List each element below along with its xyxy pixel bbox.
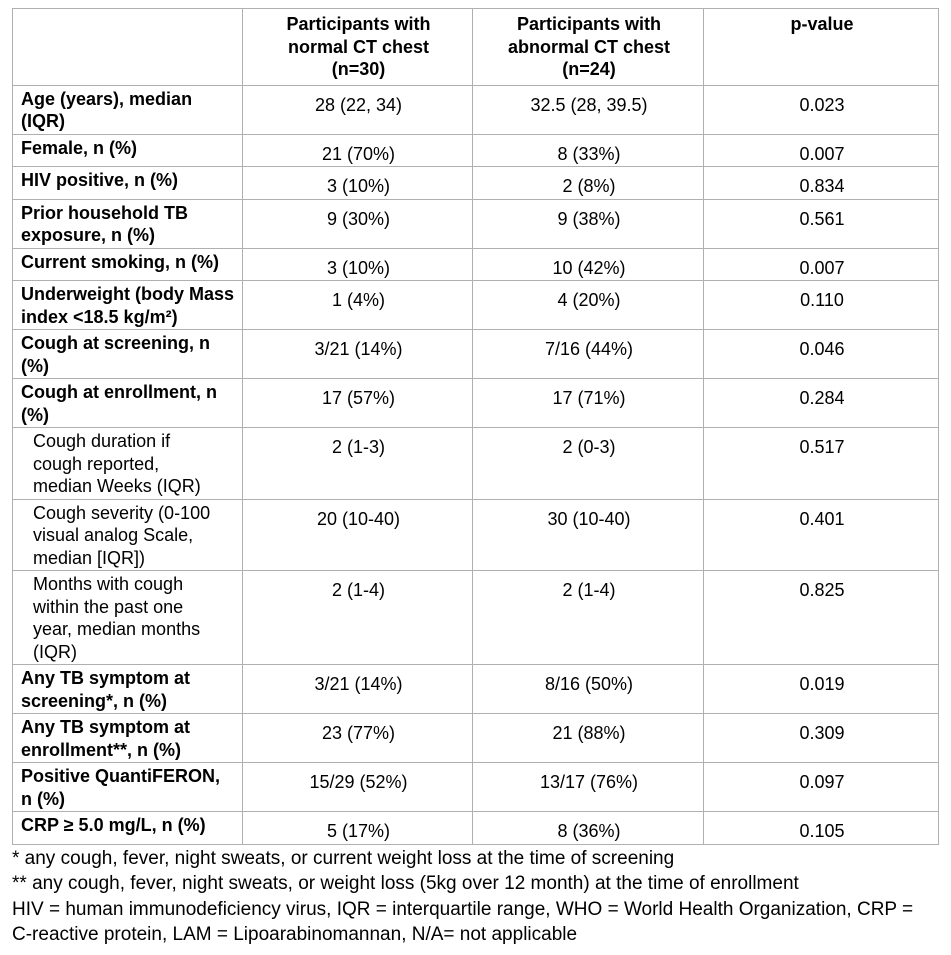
cell-value: 8/16 (50%) — [472, 664, 704, 714]
table-row: Cough severity (0-100 visual analog Scal… — [12, 498, 939, 571]
table-row: Months with cough within the past one ye… — [12, 570, 939, 665]
cell-value: 2 (8%) — [472, 166, 704, 200]
cell-value: 0.309 — [703, 713, 939, 763]
cell-value: 7/16 (44%) — [472, 329, 704, 379]
cell-value: 0.825 — [703, 570, 939, 665]
row-label: Any TB symptom at enrollment**, n (%) — [12, 713, 243, 763]
cell-value: 3 (10%) — [242, 166, 473, 200]
row-label: Positive QuantiFERON, n (%) — [12, 762, 243, 812]
cell-value: 8 (36%) — [472, 811, 704, 845]
cell-value: 13/17 (76%) — [472, 762, 704, 812]
table-row: Cough duration if cough reported, median… — [12, 427, 939, 500]
header-cell — [12, 8, 243, 86]
header-cell: p-value — [703, 8, 939, 86]
row-label: Age (years), median (IQR) — [12, 84, 243, 135]
document: Participants with normal CT chest (n=30)… — [12, 8, 939, 948]
row-label: Cough duration if cough reported, median… — [12, 427, 243, 500]
row-label: Current smoking, n (%) — [12, 247, 243, 281]
cell-value: 3/21 (14%) — [242, 329, 473, 379]
table-row: HIV positive, n (%) 3 (10%) 2 (8%) 0.834 — [12, 166, 939, 200]
cell-value: 3 (10%) — [242, 247, 473, 281]
cell-value: 0.517 — [703, 427, 939, 500]
table-row: Female, n (%) 21 (70%) 8 (33%) 0.007 — [12, 133, 939, 167]
cell-value: 21 (88%) — [472, 713, 704, 763]
cell-value: 30 (10-40) — [472, 498, 704, 571]
cell-value: 17 (71%) — [472, 378, 704, 428]
cell-value: 2 (1-4) — [472, 570, 704, 665]
results-table: Participants with normal CT chest (n=30)… — [12, 8, 939, 845]
table-row: CRP ≥ 5.0 mg/L, n (%) 5 (17%) 8 (36%) 0.105 — [12, 811, 939, 845]
cell-value: 10 (42%) — [472, 247, 704, 281]
row-label: CRP ≥ 5.0 mg/L, n (%) — [12, 811, 243, 845]
cell-value: 28 (22, 34) — [242, 84, 473, 135]
cell-value: 8 (33%) — [472, 133, 704, 167]
cell-value: 0.007 — [703, 133, 939, 167]
table-row: Any TB symptom at enrollment**, n (%) 23 … — [12, 713, 939, 763]
cell-value: 2 (1-3) — [242, 427, 473, 500]
cell-value: 21 (70%) — [242, 133, 473, 167]
footnote: HIV = human immunodeficiency virus, IQR … — [12, 898, 914, 946]
cell-value: 0.019 — [703, 664, 939, 714]
table-row: Positive QuantiFERON, n (%) 15/29 (52%) 13… — [12, 762, 939, 812]
footnote: * any cough, fever, night sweats, or cur… — [12, 847, 675, 869]
row-label: Female, n (%) — [12, 133, 243, 167]
cell-value: 15/29 (52%) — [242, 762, 473, 812]
cell-value: 2 (0-3) — [472, 427, 704, 500]
table-row: Current smoking, n (%) 3 (10%) 10 (42%) 0.0… — [12, 247, 939, 281]
cell-value: 0.834 — [703, 166, 939, 200]
footnotes: * any cough, fever, night sweats, or cur… — [12, 846, 938, 948]
cell-value: 2 (1-4) — [242, 570, 473, 665]
row-label: Any TB symptom at screening*, n (%) — [12, 664, 243, 714]
cell-value: 5 (17%) — [242, 811, 473, 845]
header-cell: Participants with abnormal CT chest (n=2… — [472, 8, 704, 86]
row-label: Months with cough within the past one ye… — [12, 570, 243, 665]
row-label: Cough severity (0-100 visual analog Scal… — [12, 498, 243, 571]
row-label: Prior household TB exposure, n (%) — [12, 198, 243, 249]
cell-value: 1 (4%) — [242, 280, 473, 330]
cell-value: 32.5 (28, 39.5) — [472, 84, 704, 135]
cell-value: 9 (38%) — [472, 198, 704, 249]
cell-value: 0.046 — [703, 329, 939, 379]
cell-value: 0.401 — [703, 498, 939, 571]
table-row: Underweight (body Mass index <18.5 kg/m²… — [12, 280, 939, 330]
table-row: Any TB symptom at screening*, n (%) 3/21 … — [12, 664, 939, 714]
cell-value: 17 (57%) — [242, 378, 473, 428]
footnote: ** any cough, fever, night sweats, or we… — [12, 873, 799, 894]
table-row: Age (years), median (IQR) 28 (22, 34) 32.5… — [12, 84, 939, 135]
header-row: Participants with normal CT chest (n=30)… — [12, 8, 939, 86]
cell-value: 0.007 — [703, 247, 939, 281]
header-cell: Participants with normal CT chest (n=30) — [242, 8, 473, 86]
table-row: Cough at screening, n (%) 3/21 (14%) 7/16 … — [12, 329, 939, 379]
row-label: Cough at screening, n (%) — [12, 329, 243, 379]
cell-value: 0.097 — [703, 762, 939, 812]
row-label: HIV positive, n (%) — [12, 166, 243, 200]
row-label: Cough at enrollment, n (%) — [12, 378, 243, 428]
cell-value: 4 (20%) — [472, 280, 704, 330]
cell-value: 0.110 — [703, 280, 939, 330]
cell-value: 0.561 — [703, 198, 939, 249]
cell-value: 9 (30%) — [242, 198, 473, 249]
cell-value: 0.023 — [703, 84, 939, 135]
cell-value: 3/21 (14%) — [242, 664, 473, 714]
table-row: Prior household TB exposure, n (%) 9 (30%… — [12, 198, 939, 249]
cell-value: 0.284 — [703, 378, 939, 428]
cell-value: 20 (10-40) — [242, 498, 473, 571]
cell-value: 23 (77%) — [242, 713, 473, 763]
table-body: Age (years), median (IQR) 28 (22, 34) 32.5… — [12, 84, 939, 845]
cell-value: 0.105 — [703, 811, 939, 845]
table-row: Cough at enrollment, n (%) 17 (57%) 17 (71… — [12, 378, 939, 428]
row-label: Underweight (body Mass index <18.5 kg/m²… — [12, 280, 243, 330]
